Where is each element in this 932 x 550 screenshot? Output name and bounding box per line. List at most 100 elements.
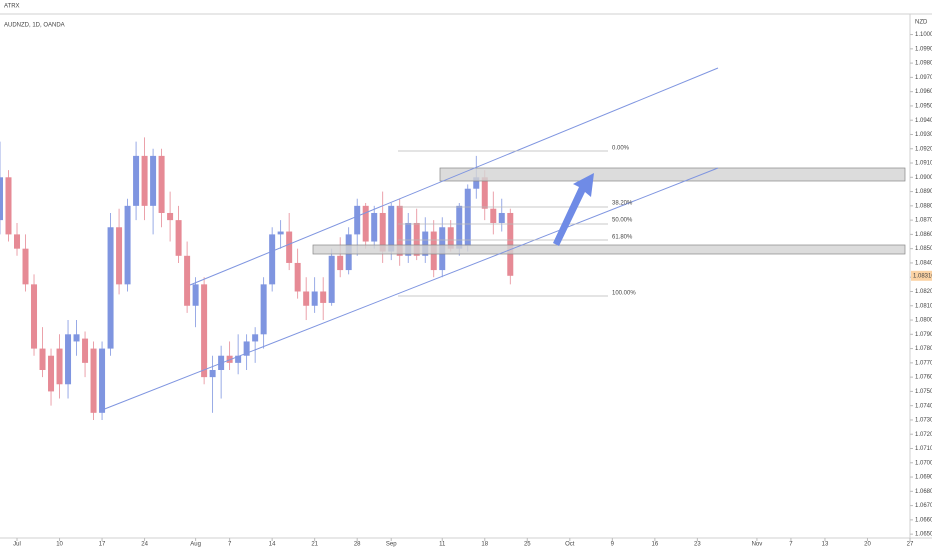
currency-label: NZD [915,20,928,26]
x-tick-label: 25 [524,542,531,548]
candle-body [141,155,148,206]
candle-body [311,291,318,306]
y-tick-label: 1.09800 [915,61,932,67]
candle-body [422,231,429,256]
last-price-label: 1.08310 [913,273,932,279]
x-tick-label: Oct [565,542,575,548]
fib-label: 61.80% [612,235,633,241]
resistance-zone [439,167,906,182]
x-tick-label: 11 [439,542,446,548]
candle-body [209,369,216,378]
candle-body [48,355,55,392]
x-tick-label: 24 [141,542,148,548]
y-tick-label: 1.09600 [915,89,932,95]
x-tick-label: 16 [652,542,659,548]
y-tick-label: 1.09000 [915,175,932,181]
fib-label: 100.00% [612,291,636,297]
candle-body [73,334,80,342]
x-tick-label: 18 [481,542,488,548]
y-tick-label: 1.07800 [915,346,932,352]
candle-body [226,355,233,363]
candle-body [354,205,361,235]
y-tick-label: 1.08800 [915,203,932,209]
y-tick-label: 1.06500 [915,532,932,538]
candle-body [150,155,157,206]
candle-body [31,284,38,349]
y-tick-label: 1.08200 [915,289,932,295]
candle-body [167,212,174,221]
candle-body [158,155,165,213]
y-tick-label: 1.10000 [915,32,932,38]
y-tick-label: 1.08400 [915,261,932,267]
y-tick-label: 1.07100 [915,446,932,452]
candle-body [269,234,276,285]
candle-body [0,177,3,221]
x-tick-label: Sep [386,542,397,548]
last-price-box [911,270,932,281]
candle-body [481,177,488,209]
candle-body [39,348,46,370]
y-tick-label: 1.06800 [915,489,932,495]
y-tick-label: 1.07500 [915,389,932,395]
y-tick-label: 1.08500 [915,246,932,252]
x-tick-label: 27 [907,542,914,548]
candle-body [303,291,310,306]
y-tick-label: 1.08000 [915,318,932,324]
candle-body [456,205,463,249]
candle-body [116,227,123,285]
channel-lower [101,167,719,411]
y-tick-label: 1.07700 [915,360,932,366]
x-tick-label: Aug [190,542,201,548]
x-tick-label: 13 [822,542,829,548]
channel-upper [189,67,719,286]
candle-body [14,234,21,249]
y-tick-label: 1.07000 [915,460,932,466]
candle-body [379,212,386,252]
y-tick-label: 1.06600 [915,517,932,523]
header-title: ATRX [4,4,20,10]
candle-body [473,177,480,189]
x-tick-label: 23 [694,542,701,548]
y-tick-label: 1.07900 [915,332,932,338]
candle-body [243,341,250,356]
candle-body [107,227,114,349]
candle-body [192,284,199,306]
candle-body [388,205,395,252]
y-tick-label: 1.08900 [915,189,932,195]
x-tick-label: Jul [13,542,21,548]
candle-body [371,212,378,242]
y-tick-label: 1.09200 [915,146,932,152]
y-tick-label: 1.07600 [915,375,932,381]
candle-body [286,231,293,263]
candle-body [507,212,514,276]
y-tick-label: 1.09400 [915,118,932,124]
candle-body [99,348,106,413]
y-tick-label: 1.07300 [915,418,932,424]
fib-label: 0.00% [612,146,630,152]
y-tick-label: 1.09900 [915,46,932,52]
candle-body [133,155,140,206]
y-tick-label: 1.08100 [915,303,932,309]
fib-label: 38.20% [612,201,633,207]
candle-body [65,334,72,385]
candle-body [328,255,335,303]
x-tick-label: 20 [864,542,871,548]
x-tick-label: 28 [354,542,361,548]
candle-body [294,262,301,292]
candle-body [22,248,29,285]
y-tick-label: 1.07200 [915,432,932,438]
candle-body [498,212,505,223]
x-tick-label: 10 [56,542,63,548]
x-tick-label: 21 [311,542,318,548]
x-tick-label: 14 [269,542,276,548]
support-zone [312,244,906,255]
candle-body [362,205,369,242]
y-tick-label: 1.09300 [915,132,932,138]
candle-body [235,355,242,363]
x-tick-label: 17 [99,542,106,548]
y-tick-label: 1.07400 [915,403,932,409]
x-tick-label: 9 [611,542,615,548]
candle-body [82,338,89,363]
